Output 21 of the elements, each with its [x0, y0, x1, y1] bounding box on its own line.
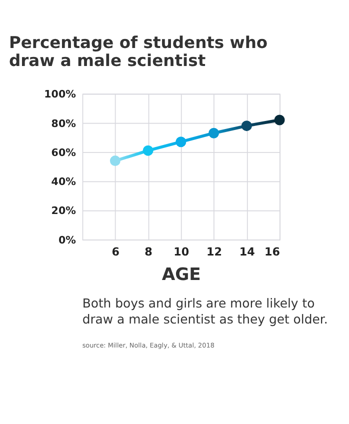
point	[110, 156, 120, 166]
x-axis-title: AGE	[162, 265, 201, 286]
y-tick-label: 0%	[58, 234, 76, 246]
x-tick-label: 10	[174, 245, 190, 258]
x-tick-label: 6	[112, 245, 120, 258]
y-tick-label: 80%	[51, 118, 76, 130]
point	[208, 128, 220, 138]
text: Both boys and girls are more likely to draw a male scientist as they get older.	[82, 295, 328, 327]
y-tick-label: 100%	[44, 88, 76, 101]
y-tick-label: 40%	[51, 176, 76, 188]
point	[274, 114, 285, 126]
x-tick-label: 14	[239, 245, 256, 258]
y-tick-label: 60%	[51, 146, 76, 159]
x-tick-label: 12	[206, 245, 222, 258]
point	[241, 120, 252, 132]
chart-title: Percentage of students who draw a male scientist	[8, 32, 268, 70]
point	[142, 145, 154, 156]
x-tick-label: 8	[144, 245, 153, 258]
point	[176, 136, 186, 148]
x-tick-label: 16	[264, 245, 280, 258]
y-tick-label: 20%	[51, 205, 76, 218]
